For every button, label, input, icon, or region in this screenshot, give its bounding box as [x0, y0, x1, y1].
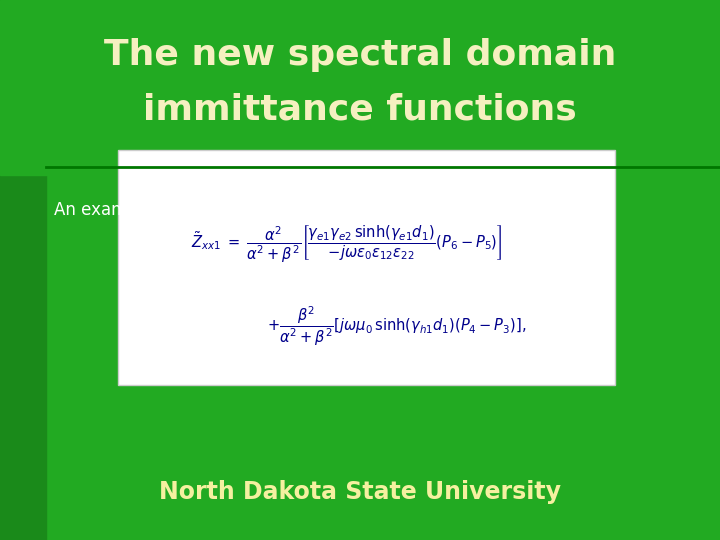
Text: immittance functions: immittance functions	[143, 93, 577, 127]
Text: An example of a spectral domain immittance function:: An example of a spectral domain immittan…	[54, 201, 508, 219]
Text: The new spectral domain: The new spectral domain	[104, 38, 616, 72]
Bar	[118, 150, 615, 385]
Text: $+\dfrac{\beta^2}{\alpha^2+\beta^2}\left[j\omega\mu_0\,\sinh(\gamma_{h1}d_1)(P_4: $+\dfrac{\beta^2}{\alpha^2+\beta^2}\left…	[267, 304, 526, 348]
Bar	[0, 0, 720, 175]
Text: North Dakota State University: North Dakota State University	[159, 480, 561, 504]
Bar	[0, 0, 46, 540]
Text: $\tilde{Z}_{xx1} \;=\; \dfrac{\alpha^2}{\alpha^2+\beta^2}\left[\dfrac{\gamma_{e1: $\tilde{Z}_{xx1} \;=\; \dfrac{\alpha^2}{…	[191, 223, 503, 265]
